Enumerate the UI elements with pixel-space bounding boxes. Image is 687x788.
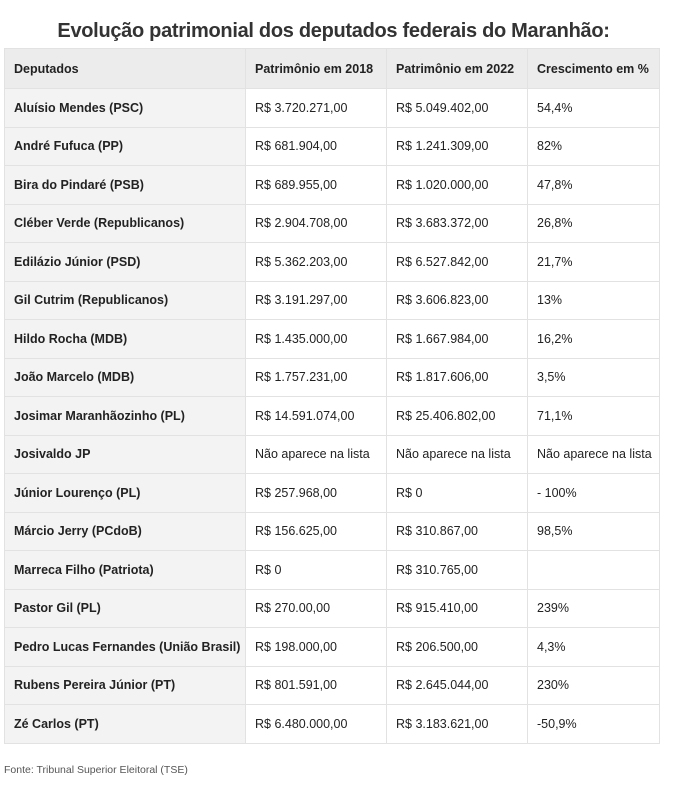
cell: R$ 689.955,00 <box>245 165 387 205</box>
deputy-name: Cléber Verde (Republicanos) <box>4 203 246 243</box>
deputy-name: Josimar Maranhãozinho (PL) <box>4 396 246 436</box>
cell: R$ 1.241.309,00 <box>386 126 528 166</box>
cell: R$ 5.049.402,00 <box>386 88 528 128</box>
table-row: Rubens Pereira Júnior (PT) R$ 801.591,00 R… <box>4 665 660 705</box>
header-row: Deputados Patrimônio em 2018 Patrimônio em… <box>4 48 660 89</box>
cell: 230% <box>527 665 660 705</box>
table-row: Pedro Lucas Fernandes (União Brasil) R$ 1… <box>4 627 660 667</box>
cell: R$ 270.00,00 <box>245 588 387 628</box>
cell: -50,9% <box>527 704 660 744</box>
deputy-name: Pastor Gil (PL) <box>4 588 246 628</box>
table-row: Bira do Pindaré (PSB) R$ 689.955,00 R$ 1.0… <box>4 165 660 205</box>
cell: R$ 2.645.044,00 <box>386 665 528 705</box>
deputy-name: André Fufuca (PP) <box>4 126 246 166</box>
table-row: Júnior Lourenço (PL) R$ 257.968,00 R$ 0- 1… <box>4 473 660 513</box>
cell: R$ 257.968,00 <box>245 473 387 513</box>
cell: R$ 25.406.802,00 <box>386 396 528 436</box>
cell: R$ 1.757.231,00 <box>245 357 387 397</box>
cell: 4,3% <box>527 627 660 667</box>
cell: 47,8% <box>527 165 660 205</box>
cell: R$ 6.480.000,00 <box>245 704 387 744</box>
title: Evolução patrimonial dos deputados feder… <box>57 20 610 42</box>
table-body: Aluísio Mendes (PSC) R$ 3.720.271,00 R$ 5.… <box>4 88 660 744</box>
cell: R$ 156.625,00 <box>245 511 387 551</box>
cell: R$ 6.527.842,00 <box>386 242 528 282</box>
table-row: Aluísio Mendes (PSC) R$ 3.720.271,00 R$ 5.… <box>4 88 660 128</box>
cell: 54,4% <box>527 88 660 128</box>
deputy-name: Pedro Lucas Fernandes (União Brasil) <box>4 627 246 667</box>
cell: Não aparece na lista <box>245 434 387 474</box>
table-row: Márcio Jerry (PCdoB) R$ 156.625,00 R$ 310.… <box>4 511 660 551</box>
header-cell: Patrimônio em 2018 <box>245 48 387 89</box>
table-row: Edilázio Júnior (PSD) R$ 5.362.203,00 R$ 6… <box>4 242 660 282</box>
cell: R$ 3.683.372,00 <box>386 203 528 243</box>
cell: R$ 1.817.606,00 <box>386 357 528 397</box>
cell: R$ 3.183.621,00 <box>386 704 528 744</box>
table-row: Marreca Filho (Patriota) R$ 0 R$ 310.765,0… <box>4 550 660 590</box>
cell: R$ 206.500,00 <box>386 627 528 667</box>
cell: R$ 5.362.203,00 <box>245 242 387 282</box>
table-row: André Fufuca (PP) R$ 681.904,00 R$ 1.241.3… <box>4 126 660 166</box>
deputy-name: Júnior Lourenço (PL) <box>4 473 246 513</box>
cell: Não aparece na lista <box>386 434 528 474</box>
cell: 239% <box>527 588 660 628</box>
cell: R$ 310.765,00 <box>386 550 528 590</box>
cell: 13% <box>527 280 660 320</box>
deputy-name: Josivaldo JP <box>4 434 246 474</box>
cell: R$ 3.720.271,00 <box>245 88 387 128</box>
cell: Não aparece na lista <box>527 434 660 474</box>
cell: - 100% <box>527 473 660 513</box>
source: Fonte: Tribunal Superior Eleitoral (TSE) <box>4 764 188 776</box>
table-row: Hildo Rocha (MDB) R$ 1.435.000,00 R$ 1.667… <box>4 319 660 359</box>
table-row: Gil Cutrim (Republicanos) R$ 3.191.297,00… <box>4 280 660 320</box>
cell: R$ 0 <box>386 473 528 513</box>
deputy-name: Márcio Jerry (PCdoB) <box>4 511 246 551</box>
cell: 3,5% <box>527 357 660 397</box>
deputy-name: Bira do Pindaré (PSB) <box>4 165 246 205</box>
table-row: Josimar Maranhãozinho (PL) R$ 14.591.074,… <box>4 396 660 436</box>
deputy-name: Gil Cutrim (Republicanos) <box>4 280 246 320</box>
deputy-name: João Marcelo (MDB) <box>4 357 246 397</box>
table: Deputados Patrimônio em 2018 Patrimônio em… <box>4 48 660 744</box>
table-row: Cléber Verde (Republicanos) R$ 2.904.708,… <box>4 203 660 243</box>
cell: 26,8% <box>527 203 660 243</box>
cell: R$ 801.591,00 <box>245 665 387 705</box>
deputy-name: Edilázio Júnior (PSD) <box>4 242 246 282</box>
deputy-name: Rubens Pereira Júnior (PT) <box>4 665 246 705</box>
cell: R$ 3.606.823,00 <box>386 280 528 320</box>
deputy-name: Zé Carlos (PT) <box>4 704 246 744</box>
cell: R$ 681.904,00 <box>245 126 387 166</box>
header-cell: Deputados <box>4 48 246 89</box>
cell: R$ 14.591.074,00 <box>245 396 387 436</box>
table-row: Pastor Gil (PL) R$ 270.00,00 R$ 915.410,00… <box>4 588 660 628</box>
cell: R$ 1.020.000,00 <box>386 165 528 205</box>
cell: R$ 0 <box>245 550 387 590</box>
cell: R$ 915.410,00 <box>386 588 528 628</box>
header-cell: Patrimônio em 2022 <box>386 48 528 89</box>
cell: 21,7% <box>527 242 660 282</box>
deputy-name: Hildo Rocha (MDB) <box>4 319 246 359</box>
table-row: Zé Carlos (PT) R$ 6.480.000,00 R$ 3.183.62… <box>4 704 660 744</box>
cell: R$ 310.867,00 <box>386 511 528 551</box>
cell: R$ 1.667.984,00 <box>386 319 528 359</box>
cell: R$ 3.191.297,00 <box>245 280 387 320</box>
cell: R$ 1.435.000,00 <box>245 319 387 359</box>
deputy-name: Aluísio Mendes (PSC) <box>4 88 246 128</box>
cell: 82% <box>527 126 660 166</box>
table-row: Josivaldo JP Não aparece na lista Não apar… <box>4 434 660 474</box>
cell: 98,5% <box>527 511 660 551</box>
table-row: João Marcelo (MDB) R$ 1.757.231,00 R$ 1.81… <box>4 357 660 397</box>
cell: R$ 2.904.708,00 <box>245 203 387 243</box>
cell: 71,1% <box>527 396 660 436</box>
deputy-name: Marreca Filho (Patriota) <box>4 550 246 590</box>
header-cell: Crescimento em % <box>527 48 660 89</box>
cell: 16,2% <box>527 319 660 359</box>
cell <box>527 550 660 590</box>
cell: R$ 198.000,00 <box>245 627 387 667</box>
